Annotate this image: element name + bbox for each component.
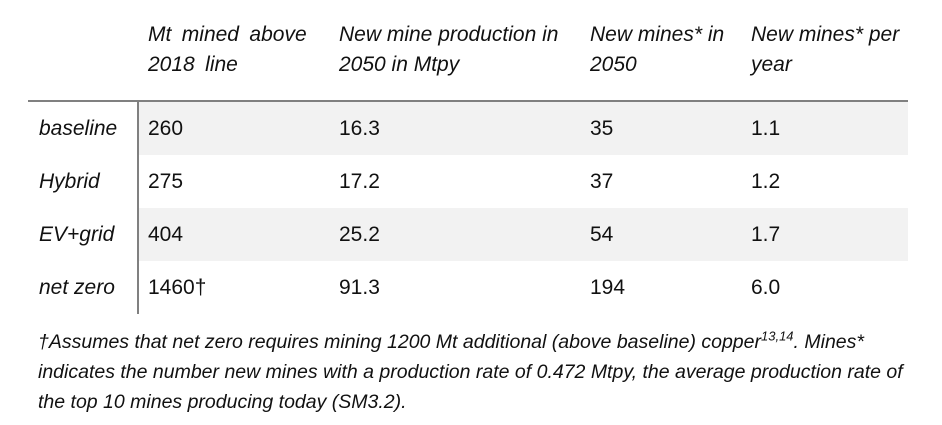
header-spacer <box>28 16 139 80</box>
footnote: †Assumes that net zero requires mining 1… <box>38 327 918 417</box>
table-cell: 16.3 <box>330 102 581 155</box>
table-cell: 6.0 <box>742 261 908 314</box>
table-cell: 404 <box>139 208 330 261</box>
table-row-baseline: baseline 260 16.3 35 1.1 <box>28 102 908 155</box>
table-cell: 17.2 <box>330 155 581 208</box>
column-header-new-mines-2050: New mines* in 2050 <box>590 23 725 76</box>
table-cell: 1.1 <box>742 102 908 155</box>
table-cell: 35 <box>581 102 742 155</box>
table-cell: 91.3 <box>330 261 581 314</box>
table-cell: 37 <box>581 155 742 208</box>
column-header-mt-mined: Mt mined above 2018 line <box>148 23 307 76</box>
footnote-text-part1: †Assumes that net zero requires mining 1… <box>38 331 761 353</box>
table-cell: 260 <box>139 102 330 155</box>
table-row-hybrid: Hybrid 275 17.2 37 1.2 <box>28 155 908 208</box>
table-cell: 275 <box>139 155 330 208</box>
footnote-citation-superscript: 13,14 <box>761 328 794 344</box>
column-header-new-mine-production: New mine production in 2050 in Mtpy <box>339 23 559 76</box>
table-cell: 54 <box>581 208 742 261</box>
table-cell: 194 <box>581 261 742 314</box>
table-header-row: Mt mined above 2018 line New mine produc… <box>28 16 908 100</box>
table-cell: 1.7 <box>742 208 908 261</box>
row-label: net zero <box>28 261 139 314</box>
footnote-text-part2: . Mines* indicates the number new mines … <box>38 331 903 413</box>
row-label: EV+grid <box>28 208 139 261</box>
scenario-table: Mt mined above 2018 line New mine produc… <box>28 16 908 314</box>
table-cell: 25.2 <box>330 208 581 261</box>
row-label: Hybrid <box>28 155 139 208</box>
column-header-new-mines-per-year: New mines* per year <box>751 23 900 76</box>
table-cell: 1460† <box>139 261 330 314</box>
row-label: baseline <box>28 102 139 155</box>
table-row-net-zero: net zero 1460† 91.3 194 6.0 <box>28 261 908 314</box>
table-cell: 1.2 <box>742 155 908 208</box>
table-body: baseline 260 16.3 35 1.1 Hybrid 275 17.2… <box>28 100 908 314</box>
table-row-ev-grid: EV+grid 404 25.2 54 1.7 <box>28 208 908 261</box>
